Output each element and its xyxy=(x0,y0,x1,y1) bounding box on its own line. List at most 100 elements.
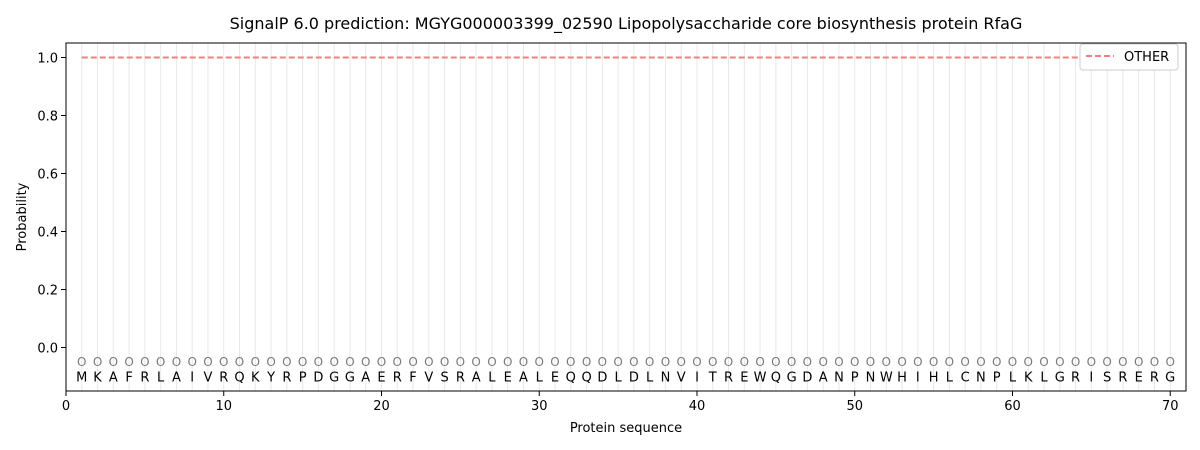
residue-label: W xyxy=(880,371,893,386)
residue-label: S xyxy=(1103,371,1111,386)
region-label: O xyxy=(645,355,654,369)
residue-label: I xyxy=(916,371,920,386)
x-tick-label: 40 xyxy=(689,399,706,414)
region-label: O xyxy=(1087,355,1096,369)
residue-label: R xyxy=(456,371,465,386)
residue-label: E xyxy=(377,371,385,386)
residue-label: P xyxy=(299,371,307,386)
x-tick-label: 30 xyxy=(531,399,548,414)
region-label: O xyxy=(1134,355,1143,369)
plot-frame xyxy=(65,42,1187,392)
residue-label: E xyxy=(1135,371,1143,386)
region-label: O xyxy=(598,355,607,369)
residue-label: C xyxy=(961,371,970,386)
residue-label: N xyxy=(834,371,844,386)
region-label: O xyxy=(850,355,859,369)
residue-grid xyxy=(81,43,1171,391)
region-label: O xyxy=(471,355,480,369)
y-tick-label: 0.8 xyxy=(37,110,58,125)
residue-label: G xyxy=(787,371,797,386)
region-label: O xyxy=(393,355,402,369)
region-label: O xyxy=(708,355,717,369)
residue-label: E xyxy=(504,371,512,386)
region-label: O xyxy=(408,355,417,369)
region-label: O xyxy=(976,355,985,369)
region-label: O xyxy=(1055,355,1064,369)
residue-label: F xyxy=(125,371,132,386)
region-label: O xyxy=(377,355,386,369)
residue-label: Q xyxy=(234,371,244,386)
region-label: O xyxy=(172,355,181,369)
residue-label: H xyxy=(897,371,907,386)
region-label: O xyxy=(771,355,780,369)
region-label: O xyxy=(550,355,559,369)
region-label: O xyxy=(566,355,575,369)
residue-label: N xyxy=(976,371,986,386)
residue-label: I xyxy=(190,371,194,386)
residue-label: L xyxy=(646,371,654,386)
residue-label: T xyxy=(708,371,717,386)
residue-label: R xyxy=(1118,371,1127,386)
region-label: O xyxy=(692,355,701,369)
chart-title: SignalP 6.0 prediction: MGYG000003399_02… xyxy=(230,14,1023,34)
region-label: O xyxy=(1150,355,1159,369)
residue-label: E xyxy=(740,371,748,386)
region-label: O xyxy=(266,355,275,369)
residue-label: I xyxy=(695,371,699,386)
residue-label: V xyxy=(204,371,213,386)
residue-label: G xyxy=(1055,371,1065,386)
residue-label: R xyxy=(1150,371,1159,386)
residue-label: R xyxy=(1071,371,1080,386)
residue-label: K xyxy=(1024,371,1033,386)
region-label: O xyxy=(676,355,685,369)
residue-label: D xyxy=(597,371,607,386)
residue-label: Q xyxy=(771,371,781,386)
residue-label: R xyxy=(140,371,149,386)
region-label: O xyxy=(282,355,291,369)
residue-label: A xyxy=(109,371,118,386)
residue-label: M xyxy=(76,371,87,386)
residue-label: R xyxy=(393,371,402,386)
region-label: O xyxy=(1039,355,1048,369)
residue-label: D xyxy=(802,371,812,386)
region-label: O xyxy=(314,355,323,369)
residue-label: E xyxy=(551,371,559,386)
legend-label-other: OTHER xyxy=(1124,50,1169,65)
residue-label: A xyxy=(361,371,370,386)
region-label: O xyxy=(235,355,244,369)
y-axis-label: Probability xyxy=(15,182,30,251)
residue-label: P xyxy=(851,371,859,386)
residue-label: S xyxy=(440,371,448,386)
region-label: O xyxy=(361,355,370,369)
region-label: O xyxy=(834,355,843,369)
region-label: O xyxy=(251,355,260,369)
region-label: O xyxy=(803,355,812,369)
region-label: O xyxy=(329,355,338,369)
residue-label: G xyxy=(1165,371,1175,386)
region-label: O xyxy=(724,355,733,369)
region-label: O xyxy=(93,355,102,369)
residue-label: L xyxy=(1040,371,1048,386)
residue-label: D xyxy=(629,371,639,386)
region-label: O xyxy=(755,355,764,369)
x-tick-label: 20 xyxy=(373,399,390,414)
residue-label: A xyxy=(819,371,828,386)
residue-label: K xyxy=(251,371,260,386)
region-label: O xyxy=(535,355,544,369)
residue-label: L xyxy=(488,371,496,386)
residue-label: L xyxy=(1009,371,1017,386)
region-label: O xyxy=(124,355,133,369)
residue-label: D xyxy=(313,371,323,386)
region-label: O xyxy=(424,355,433,369)
region-label: O xyxy=(740,355,749,369)
region-label: O xyxy=(219,355,228,369)
region-label: O xyxy=(156,355,165,369)
x-tick-label: 60 xyxy=(1004,399,1021,414)
residue-label: V xyxy=(677,371,686,386)
region-label: O xyxy=(503,355,512,369)
region-label: O xyxy=(960,355,969,369)
region-label: O xyxy=(1071,355,1080,369)
residue-label: V xyxy=(424,371,433,386)
residue-label: I xyxy=(1089,371,1093,386)
